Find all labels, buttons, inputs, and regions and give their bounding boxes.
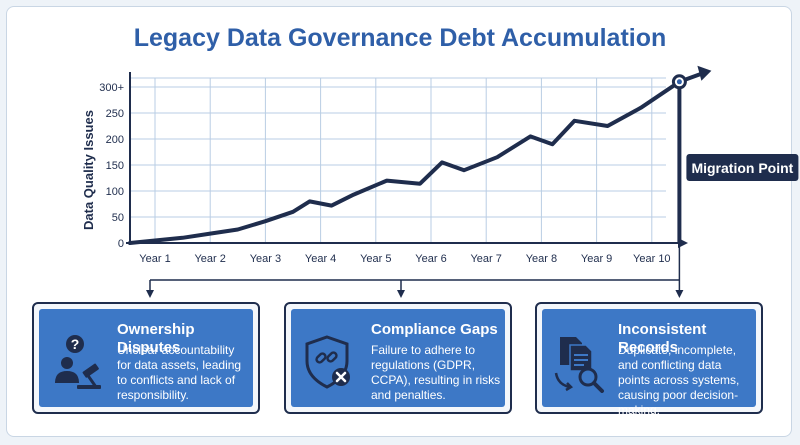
card-description: Unclear accountability for data assets, … xyxy=(117,343,242,402)
connector-arrowhead xyxy=(397,290,405,298)
migration-point-dot xyxy=(676,79,682,85)
card-inconsistent-records: Inconsistent Records Duplicate, incomple… xyxy=(535,302,763,417)
card-title: Compliance Gaps xyxy=(371,321,498,338)
card-description: Failure to adhere to regulations (GDPR, … xyxy=(371,343,501,402)
x-tick-label: Year 9 xyxy=(581,253,612,265)
card-compliance-gaps: Compliance Gaps Failure to adhere to reg… xyxy=(284,302,512,414)
series-line xyxy=(128,79,682,245)
x-tick-label: Year 2 xyxy=(194,253,225,265)
inconsistent-records-icon xyxy=(554,337,604,393)
migration-point-badge xyxy=(686,154,799,181)
card-title: Inconsistent Records xyxy=(618,321,707,356)
x-tick-label: Year 1 xyxy=(139,253,170,265)
y-axis-label: Data Quality Issues xyxy=(81,110,96,230)
x-tick-label: Year 6 xyxy=(415,253,446,265)
card-description: Duplicate, incomplete, and conflicting d… xyxy=(618,343,740,417)
x-tick-label: Year 5 xyxy=(360,253,391,265)
svg-text:?: ? xyxy=(71,336,80,352)
card-body: Inconsistent Records Duplicate, incomple… xyxy=(542,309,756,417)
y-tick-label: 0 xyxy=(118,238,124,250)
card-body: Compliance Gaps Failure to adhere to reg… xyxy=(291,309,505,407)
x-tick-label: Year 7 xyxy=(470,253,501,265)
chart-title: Legacy Data Governance Debt Accumulation xyxy=(133,24,667,52)
y-tick-label: 150 xyxy=(106,160,124,172)
x-tick-label: Year 4 xyxy=(305,253,336,265)
card-body: ? Ownership Disputes Unclear accountabil… xyxy=(39,309,253,407)
x-tick-label: Year 3 xyxy=(250,253,281,265)
connector-arrowhead xyxy=(675,290,684,298)
y-tick-label: 100 xyxy=(106,186,124,198)
y-tick-label: 300+ xyxy=(99,82,124,94)
connector-arrowhead xyxy=(146,290,154,298)
migration-point-label: Migration Point xyxy=(691,160,793,176)
card-title: Ownership Disputes xyxy=(117,321,195,356)
y-tick-label: 250 xyxy=(106,108,124,120)
y-tick-label: 200 xyxy=(106,134,124,146)
trend-arrowhead xyxy=(697,65,712,81)
x-tick-label: Year 8 xyxy=(526,253,557,265)
ownership-disputes-icon: ? xyxy=(55,335,101,389)
compliance-gaps-icon xyxy=(305,335,350,389)
y-tick-label: 50 xyxy=(112,212,124,224)
card-ownership-disputes: ? Ownership Disputes Unclear accountabil… xyxy=(32,302,260,414)
x-tick-label: Year 10 xyxy=(633,253,671,265)
